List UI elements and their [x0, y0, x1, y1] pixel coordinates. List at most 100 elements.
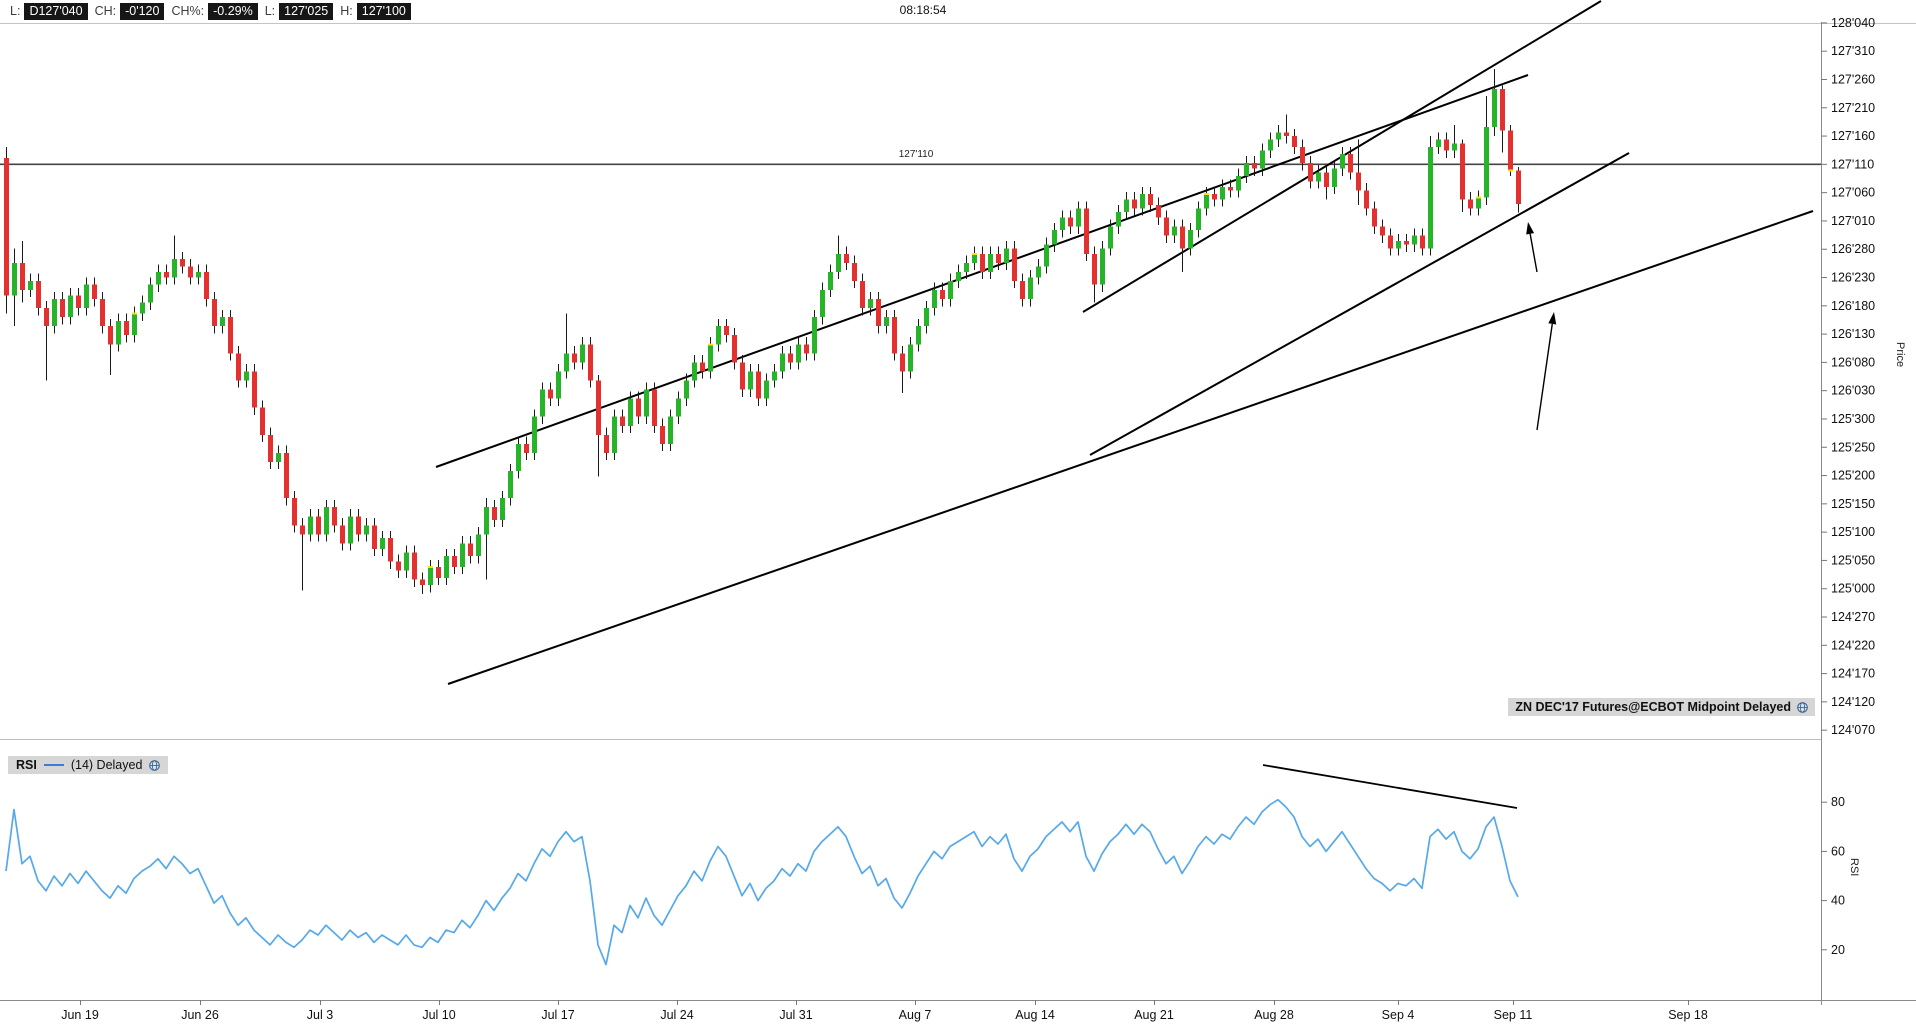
svg-text:Jun 26: Jun 26: [181, 1008, 219, 1022]
candle: [1316, 172, 1321, 182]
delayed-globe-icon[interactable]: [1797, 701, 1808, 713]
candle: [1484, 127, 1489, 198]
quote-low-label: L:: [264, 4, 276, 18]
candle: [844, 253, 849, 263]
annotation-arrows[interactable]: [1526, 222, 1557, 431]
svg-text:124'220: 124'220: [1831, 638, 1875, 652]
svg-text:128'040: 128'040: [1831, 16, 1875, 30]
rsi-axis[interactable]: 80 60 40 20: [1821, 795, 1845, 957]
candle: [1212, 194, 1217, 200]
candle: [1508, 130, 1513, 171]
candle: [780, 353, 785, 372]
candle: [1404, 241, 1409, 245]
candle: [1380, 226, 1385, 236]
candle: [532, 416, 537, 453]
quote-last-label: L:: [10, 4, 21, 18]
candle: [292, 498, 297, 526]
candle: [1516, 170, 1521, 204]
svg-text:Aug 21: Aug 21: [1134, 1008, 1174, 1022]
candle: [860, 280, 865, 309]
quote-high-label: H:: [340, 4, 353, 18]
svg-text:Jul 31: Jul 31: [779, 1008, 812, 1022]
candle: [1196, 208, 1201, 231]
arrow[interactable]: [1526, 222, 1535, 235]
candle: [436, 566, 441, 578]
panel-borders: [0, 22, 1916, 1005]
candle: [4, 157, 9, 296]
trendline[interactable]: [1089, 152, 1630, 456]
candle: [1180, 226, 1185, 249]
candle: [1084, 208, 1089, 254]
candle: [172, 259, 177, 278]
candle: [1348, 154, 1353, 173]
candle: [924, 308, 929, 327]
svg-text:Jul 10: Jul 10: [422, 1008, 455, 1022]
time-axis[interactable]: Jun 19 Jun 26 Jul 3 Jul 10 Jul 17 Jul 24 Jul 3…: [61, 1000, 1708, 1022]
svg-text:125'050: 125'050: [1831, 553, 1875, 567]
candle: [1332, 168, 1337, 187]
svg-text:125'250: 125'250: [1831, 440, 1875, 454]
candle: [1260, 150, 1265, 169]
candle: [1220, 186, 1225, 200]
rsi-line-swatch: [43, 764, 64, 766]
svg-text:125'100: 125'100: [1831, 525, 1875, 539]
candle: [1116, 212, 1121, 227]
candle: [684, 380, 689, 399]
candle: [252, 371, 257, 408]
candle: [604, 434, 609, 453]
svg-text:126'280: 126'280: [1831, 242, 1875, 256]
candle: [1468, 199, 1473, 209]
candle: [212, 299, 217, 327]
svg-text:125'000: 125'000: [1831, 582, 1875, 596]
quote-change-pct: CH%: -0.29%: [171, 2, 258, 20]
trendline[interactable]: [447, 210, 1814, 685]
svg-text:126'180: 126'180: [1831, 299, 1875, 313]
candle: [828, 271, 833, 290]
svg-text:127'260: 127'260: [1831, 72, 1875, 86]
rsi-delayed-globe-icon[interactable]: [149, 759, 161, 771]
candle: [124, 320, 129, 336]
candle: [1452, 143, 1457, 151]
rsi-legend[interactable]: RSI (14) Delayed: [8, 756, 169, 774]
candle: [276, 452, 281, 462]
candle: [796, 344, 801, 363]
candle: [76, 295, 81, 309]
candle: [1004, 248, 1009, 263]
candle: [1372, 208, 1377, 227]
candle: [588, 344, 593, 381]
candle: [1268, 139, 1273, 151]
price-axis-title: Price: [1894, 342, 1906, 368]
clock: 08:18:54: [899, 3, 947, 17]
quote-last-value: D127'040: [24, 2, 88, 20]
candle: [692, 362, 697, 381]
candle: [1420, 235, 1425, 249]
candle: [1460, 143, 1465, 200]
rsi-trendline[interactable]: [1262, 764, 1518, 809]
candle: [1436, 139, 1441, 147]
candle: [1172, 226, 1177, 236]
symbol-legend[interactable]: ZN DEC'17 Futures@ECBOT Midpoint Delayed: [1508, 698, 1815, 716]
candle: [948, 280, 953, 300]
price-axis[interactable]: 128'040 127'310 127'260 127'210 127'160 127'1…: [1821, 16, 1875, 737]
quote-high: H: 127'100: [340, 2, 411, 20]
candle: [644, 389, 649, 417]
candle: [908, 344, 913, 372]
candle: [972, 253, 977, 263]
candle: [268, 434, 273, 462]
candle: [812, 317, 817, 354]
candle: [900, 353, 905, 372]
candle: [700, 362, 705, 372]
svg-text:Sep 4: Sep 4: [1382, 1008, 1415, 1022]
candle: [180, 259, 185, 267]
arrow[interactable]: [1548, 312, 1557, 325]
svg-text:Aug 14: Aug 14: [1015, 1008, 1055, 1022]
rsi-annotations[interactable]: [1262, 764, 1518, 809]
candle: [1364, 190, 1369, 209]
candle: [20, 262, 25, 290]
candle: [1244, 163, 1249, 176]
trendlines[interactable]: [435, 0, 1814, 685]
candle: [612, 416, 617, 453]
candle: [732, 335, 737, 363]
